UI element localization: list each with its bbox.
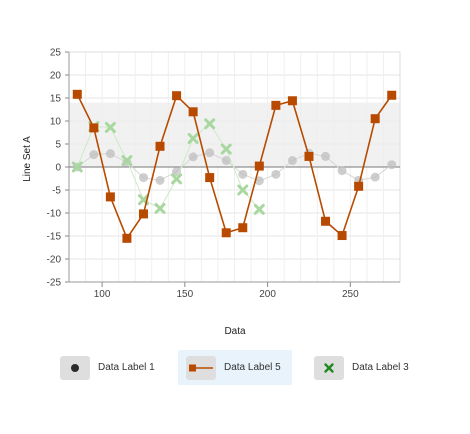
y-tick-label: 5 <box>55 140 61 151</box>
legend-swatch-1 <box>60 355 90 380</box>
data-point <box>155 175 165 185</box>
y-tick-label: 10 <box>50 117 62 128</box>
y-tick-label: 25 <box>50 48 62 59</box>
data-point <box>221 228 231 238</box>
data-point <box>205 173 215 183</box>
data-point <box>271 100 281 110</box>
legend-item-data-label-1[interactable]: Data Label 1 <box>52 350 168 385</box>
data-point <box>287 156 297 166</box>
data-point <box>154 202 166 214</box>
y-tick-label: -15 <box>47 232 62 243</box>
data-point <box>337 166 347 176</box>
data-point <box>254 161 264 171</box>
y-tick-label: -10 <box>47 209 62 220</box>
data-point <box>105 192 115 202</box>
line-chart: 25 20 15 10 5 0 -5 -10 -15 -20 -25 100 150 200 250 Dat… <box>22 48 401 337</box>
data-point <box>122 233 132 243</box>
data-point <box>321 151 331 161</box>
data-point <box>287 96 297 106</box>
data-point <box>238 223 248 233</box>
data-point <box>205 148 215 158</box>
data-point <box>188 152 198 162</box>
data-point <box>370 114 380 124</box>
data-point <box>370 172 380 182</box>
cross-icon <box>324 362 334 373</box>
legend-item-data-label-5[interactable]: Data Label 5 <box>178 350 292 385</box>
data-point <box>304 151 314 161</box>
x-tick-label: 200 <box>259 289 276 300</box>
data-point <box>187 132 199 144</box>
legend-swatch-3 <box>314 355 344 380</box>
x-axis-title: Data <box>224 326 246 337</box>
data-point <box>89 123 99 133</box>
legend-label: Data Label 1 <box>98 362 155 373</box>
data-point <box>72 89 82 99</box>
y-tick-label: -20 <box>47 255 62 266</box>
y-tick-label: 15 <box>50 94 62 105</box>
x-tick-label: 150 <box>177 289 194 300</box>
series-data-label-5 <box>72 89 397 243</box>
data-point <box>220 143 232 155</box>
circle-icon <box>71 363 79 372</box>
data-point <box>188 107 198 117</box>
y-tick-label: -25 <box>47 278 62 289</box>
data-point <box>387 160 397 170</box>
y-tick-label: 0 <box>55 163 61 174</box>
reference-band-rect <box>69 102 400 167</box>
data-point <box>204 118 216 130</box>
series-layer <box>71 89 397 243</box>
data-point <box>337 231 347 241</box>
data-point <box>221 156 231 166</box>
y-tick-label: -5 <box>52 186 61 197</box>
x-tick-label: 250 <box>342 289 359 300</box>
data-point <box>172 91 182 101</box>
y-axis-title: Line Set A <box>22 136 33 182</box>
data-point <box>321 216 331 226</box>
square-line-icon <box>189 364 213 371</box>
data-point <box>71 161 83 173</box>
data-point <box>253 203 265 215</box>
x-tick-label: 100 <box>94 289 111 300</box>
series-line <box>76 123 260 210</box>
data-point <box>254 176 264 186</box>
data-point <box>171 173 183 185</box>
data-point <box>387 90 397 100</box>
data-point <box>121 155 133 167</box>
reference-band <box>69 102 400 167</box>
data-point <box>104 121 116 133</box>
y-tick-label: 20 <box>50 71 62 82</box>
legend-item-data-label-3[interactable]: Data Label 3 <box>306 350 424 385</box>
data-point <box>138 173 148 183</box>
legend-swatch-5 <box>186 355 216 380</box>
legend-label: Data Label 3 <box>352 362 409 373</box>
data-point <box>155 141 165 151</box>
legend: Data Label 1 Data Label 5 Data Label 3 <box>0 350 470 386</box>
data-point <box>354 181 364 191</box>
data-point <box>138 209 148 219</box>
data-point <box>271 169 281 179</box>
data-point <box>105 149 115 159</box>
legend-label: Data Label 5 <box>224 362 281 373</box>
data-point <box>89 150 99 160</box>
data-point <box>238 169 248 179</box>
data-point <box>237 184 249 196</box>
